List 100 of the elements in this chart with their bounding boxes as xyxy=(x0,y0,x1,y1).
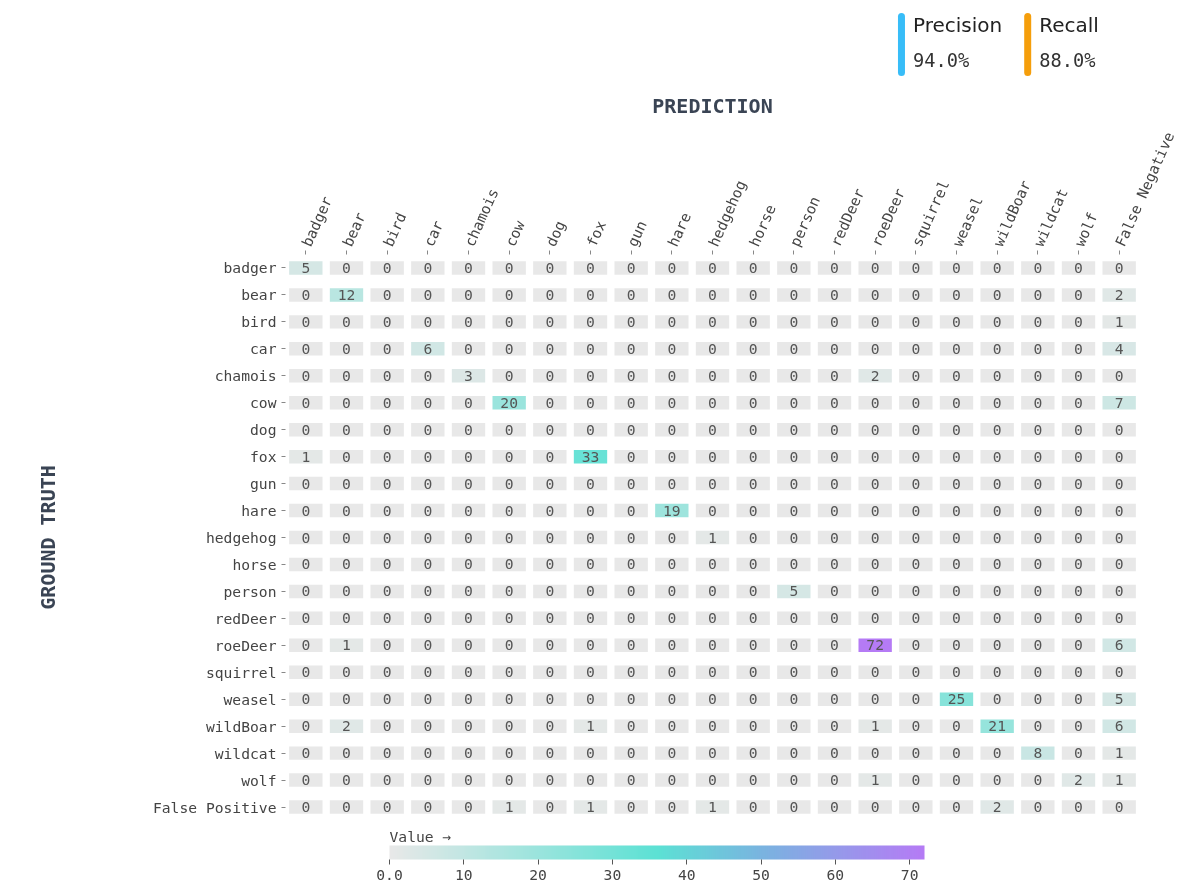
data-label: 0 xyxy=(789,393,799,411)
data-label: 0 xyxy=(342,663,351,681)
data-label: 0 xyxy=(667,420,677,438)
data-label: 0 xyxy=(952,555,961,573)
data-label: 0 xyxy=(626,528,636,546)
data-label: 0 xyxy=(382,663,392,681)
data-label: 0 xyxy=(708,663,717,681)
data-label: 0 xyxy=(1074,312,1083,330)
data-label: 0 xyxy=(667,312,677,330)
data-label: 0 xyxy=(748,717,758,735)
data-label: 0 xyxy=(1074,582,1083,600)
data-label: 0 xyxy=(992,258,1002,276)
data-label: 0 xyxy=(911,744,921,762)
data-label: 0 xyxy=(423,636,433,654)
data-label: 0 xyxy=(301,690,311,708)
data-label: 0 xyxy=(626,771,636,789)
data-label: 2 xyxy=(870,366,880,384)
data-label: 0 xyxy=(342,447,351,465)
y-tick-label: fox xyxy=(250,448,277,466)
data-label: 0 xyxy=(992,528,1002,546)
data-label: 0 xyxy=(382,717,392,735)
data-label: 0 xyxy=(545,420,555,438)
data-label: 0 xyxy=(464,285,473,303)
data-label: 0 xyxy=(667,447,677,465)
data-label: 0 xyxy=(626,474,636,492)
data-label: 0 xyxy=(301,366,311,384)
data-label: 0 xyxy=(586,771,595,789)
data-label: 0 xyxy=(708,285,717,303)
data-label: 25 xyxy=(947,690,966,708)
data-label: 6 xyxy=(423,339,433,357)
data-label: 0 xyxy=(342,690,351,708)
data-label: 0 xyxy=(382,312,392,330)
data-label: 0 xyxy=(789,798,799,816)
data-label: 0 xyxy=(1074,339,1083,357)
data-label: 2 xyxy=(1114,285,1124,303)
data-label: 6 xyxy=(1114,636,1124,654)
data-label: 0 xyxy=(952,312,961,330)
data-label: 0 xyxy=(382,798,392,816)
data-label: 0 xyxy=(870,663,880,681)
data-label: 20 xyxy=(500,393,518,411)
data-label: 0 xyxy=(1033,582,1043,600)
data-label: 0 xyxy=(911,663,921,681)
y-tick-label: wildcat xyxy=(214,744,277,762)
data-label: 0 xyxy=(1033,717,1043,735)
data-label: 0 xyxy=(1074,258,1083,276)
data-label: 0 xyxy=(301,582,311,600)
data-label: 33 xyxy=(581,447,600,465)
data-label: 0 xyxy=(830,555,839,573)
data-label: 0 xyxy=(708,312,717,330)
data-label: 0 xyxy=(830,366,839,384)
data-label: 0 xyxy=(626,609,636,627)
data-label: 0 xyxy=(382,447,392,465)
data-label: 0 xyxy=(708,447,717,465)
data-label: 0 xyxy=(423,393,433,411)
data-label: 0 xyxy=(545,312,555,330)
data-label: 0 xyxy=(1033,312,1043,330)
data-label: 0 xyxy=(423,312,433,330)
data-label: 0 xyxy=(1033,393,1043,411)
y-tick-label: squirrel xyxy=(205,663,277,681)
data-label: 0 xyxy=(342,555,351,573)
color-bar-label: 30 xyxy=(603,865,622,883)
data-label: 0 xyxy=(748,582,758,600)
data-label: 0 xyxy=(504,366,514,384)
data-label: 0 xyxy=(830,420,839,438)
data-label: 0 xyxy=(870,609,880,627)
data-label: 0 xyxy=(382,285,392,303)
data-label: 0 xyxy=(667,798,677,816)
data-label: 0 xyxy=(301,663,311,681)
data-label: 0 xyxy=(626,717,636,735)
data-label: 0 xyxy=(911,393,921,411)
data-label: 0 xyxy=(504,555,514,573)
data-label: 0 xyxy=(667,285,677,303)
data-label: 0 xyxy=(870,258,880,276)
x-tick-label: cow xyxy=(501,217,528,249)
data-label: 0 xyxy=(504,285,514,303)
data-label: 0 xyxy=(952,258,961,276)
data-label: 0 xyxy=(586,744,595,762)
data-label: 0 xyxy=(748,366,758,384)
data-label: 0 xyxy=(789,420,799,438)
data-label: 0 xyxy=(748,528,758,546)
data-label: 21 xyxy=(988,717,1006,735)
data-label: 0 xyxy=(1074,420,1083,438)
data-label: 0 xyxy=(301,609,311,627)
color-bar-label: 20 xyxy=(529,865,547,883)
x-tick-label: gun xyxy=(623,217,650,249)
data-label: 0 xyxy=(301,420,311,438)
data-label: 0 xyxy=(626,447,636,465)
data-label: 0 xyxy=(504,501,514,519)
data-label: 0 xyxy=(1033,474,1043,492)
data-label: 0 xyxy=(992,285,1002,303)
data-label: 0 xyxy=(830,771,839,789)
data-label: 0 xyxy=(748,636,758,654)
data-label: 0 xyxy=(342,744,351,762)
data-label: 0 xyxy=(952,447,961,465)
data-label: 0 xyxy=(504,690,514,708)
data-label: 0 xyxy=(342,582,351,600)
data-label: 0 xyxy=(545,339,555,357)
data-label: 0 xyxy=(830,528,839,546)
data-label: 0 xyxy=(789,663,799,681)
data-label: 0 xyxy=(911,366,921,384)
